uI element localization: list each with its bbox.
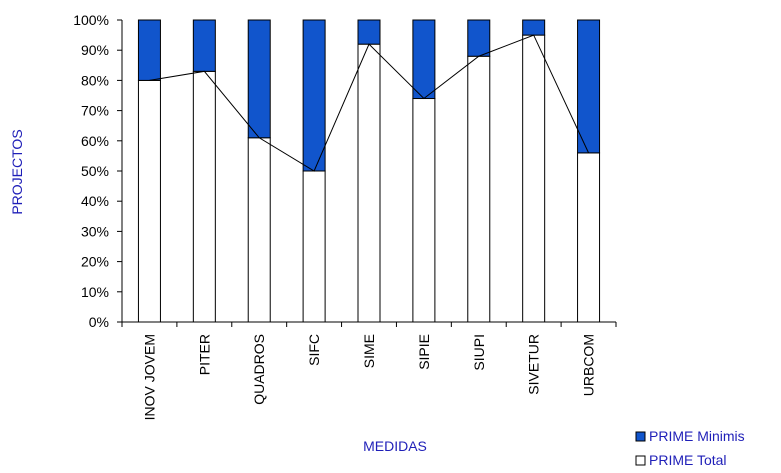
bar-prime-minimis (467, 19, 491, 57)
x-tick-label: INOV JOVEM (141, 334, 157, 420)
bar-prime-total (357, 43, 381, 323)
y-axis-ticks: 0% 10% 20% 30% 40% 50% 60% 70% 80% 90% 100% (73, 12, 122, 330)
y-tick-label: 70% (81, 103, 109, 119)
x-tick-label: SIME (361, 334, 377, 368)
bar-prime-total (577, 152, 601, 323)
x-axis-ticks: INOV JOVEM PITER QUADROS SIFC SIME SIPIE SIUPI… (121, 322, 617, 420)
bars-group (137, 19, 601, 323)
line-overlay-group (149, 34, 590, 172)
y-tick-label: 50% (81, 163, 109, 179)
y-tick-label: 40% (81, 193, 109, 209)
bar-prime-total (302, 170, 326, 323)
prime-total-line (149, 34, 590, 172)
y-tick-label: 30% (81, 223, 109, 239)
x-tick-label: PITER (196, 334, 212, 375)
x-axis-title: MEDIDAS (363, 438, 427, 454)
legend-label: PRIME Total (649, 452, 727, 468)
bar-prime-minimis (192, 19, 216, 72)
y-tick-label: 100% (73, 12, 109, 28)
bar-prime-total (137, 79, 161, 323)
y-tick-label: 80% (81, 72, 109, 88)
bar-prime-minimis (412, 19, 436, 100)
y-axis-title: PROJECTOS (9, 129, 25, 214)
y-tick-label: 10% (81, 284, 109, 300)
x-tick-label: SIUPI (471, 334, 487, 371)
x-tick-label: SIPIE (416, 334, 432, 370)
bar-prime-total (412, 98, 436, 323)
bar-prime-minimis (302, 19, 326, 172)
bar-prime-total (467, 55, 491, 323)
bar-prime-total (247, 137, 271, 323)
legend-label: PRIME Minimis (649, 428, 745, 444)
legend: PRIME Minimis PRIME Total (635, 428, 745, 468)
x-tick-label: SIFC (306, 334, 322, 366)
x-tick-label: URBCOM (581, 334, 597, 396)
bar-prime-minimis (522, 19, 546, 36)
bar-prime-total (522, 34, 546, 323)
x-tick-label: SIVETUR (526, 334, 542, 395)
y-tick-label: 60% (81, 133, 109, 149)
y-tick-label: 20% (81, 254, 109, 270)
legend-swatch (635, 455, 646, 466)
bar-prime-minimis (577, 19, 601, 154)
x-tick-label: QUADROS (251, 334, 267, 405)
y-tick-label: 0% (89, 314, 109, 330)
bar-prime-minimis (137, 19, 161, 81)
y-tick-label: 90% (81, 42, 109, 58)
bar-prime-minimis (247, 19, 271, 139)
bar-prime-total (192, 70, 216, 323)
bar-prime-minimis (357, 19, 381, 45)
legend-swatch (635, 431, 646, 442)
